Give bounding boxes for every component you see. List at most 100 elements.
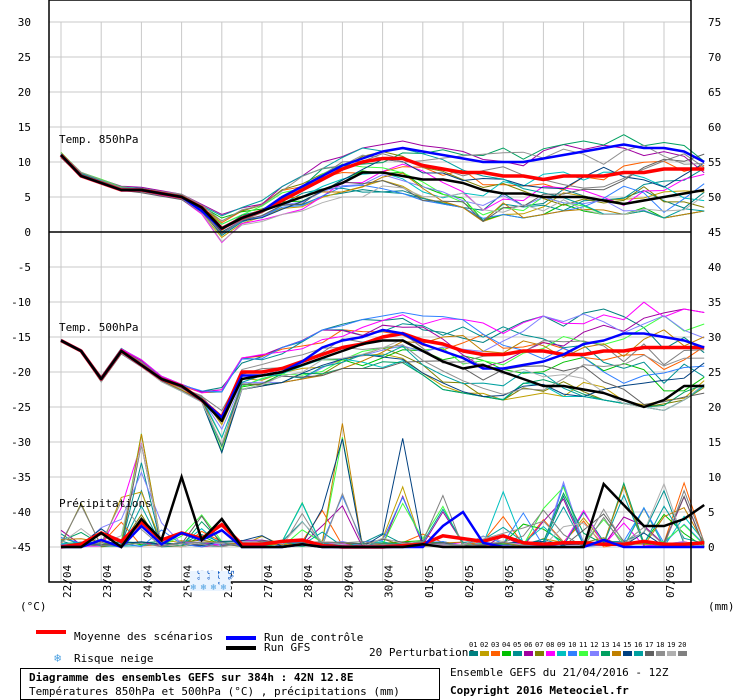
legend-gfs-label: Run GFS: [264, 641, 310, 654]
perturbation-number: 09: [557, 641, 565, 649]
y-tick-label-right: 20: [708, 401, 721, 414]
chart-subtitle: Températures 850hPa et 500hPa (°C) , pré…: [29, 685, 400, 698]
perturbation-number: 07: [535, 641, 543, 649]
x-tick-label: 22/04: [61, 565, 74, 598]
x-tick-label: 29/04: [342, 565, 355, 598]
perturbation-swatch: [623, 651, 632, 656]
y-tick-label-left: -25: [11, 401, 31, 414]
y-tick-label-right: 55: [708, 156, 721, 169]
x-tick-label: 28/04: [302, 565, 315, 598]
y-tick-label-right: 25: [708, 366, 721, 379]
snowflake-icon: ❄: [191, 583, 197, 593]
legend-control-label: Run de contrôle: [264, 631, 363, 644]
chart-title: Diagramme des ensembles GEFS sur 384h : …: [29, 671, 354, 684]
perturbation-number: 06: [524, 641, 532, 649]
perturbation-swatch: [634, 651, 643, 656]
y-tick-label-left: 30: [18, 16, 31, 29]
y-tick-label-left: -30: [11, 436, 31, 449]
snow-risk-box: [209, 571, 221, 591]
panel-label-500: Temp. 500hPa: [59, 321, 138, 334]
y-tick-label-left: -10: [11, 296, 31, 309]
x-tick-label: 07/05: [664, 565, 677, 598]
y-tick-label-left: -35: [11, 471, 31, 484]
x-tick-label: 01/05: [423, 565, 436, 598]
y-tick-label-left: 25: [18, 51, 31, 64]
x-tick-label: 27/04: [262, 565, 275, 598]
x-tick-label: 24/04: [141, 565, 154, 598]
perturbation-number: 01: [469, 641, 477, 649]
snow-risk-box: [219, 571, 231, 591]
legend: Moyenne des scénarios Run de contrôle Ru…: [36, 630, 687, 665]
y-tick-label-right: 50: [708, 191, 721, 204]
perturbation-swatch: [513, 651, 522, 656]
y-tick-label-left: 0: [24, 226, 31, 239]
perturbation-number: 05: [513, 641, 521, 649]
y-tick-label-left: -5: [18, 261, 31, 274]
perturbation-number: 13: [601, 641, 609, 649]
series-line-gfs: [60, 339, 705, 423]
perturbation-swatch: [656, 651, 665, 656]
snow-risk-box: [199, 571, 211, 591]
y-tick-label-right: 10: [708, 471, 721, 484]
x-tick-label: 06/05: [624, 565, 637, 598]
perturbation-number: 18: [656, 641, 664, 649]
snow-risk-markers: 5%❄5%❄15%❄5%❄: [189, 570, 235, 593]
y-tick-label-left: -15: [11, 331, 31, 344]
panel-label-850: Temp. 850hPa: [59, 133, 138, 146]
main-series-lines: [59, 143, 705, 549]
perturbation-swatch: [491, 651, 500, 656]
x-tick-label: 03/05: [503, 565, 516, 598]
perturbations-label: 20 Perturbations: [369, 646, 475, 659]
x-tick-label: 05/05: [584, 565, 597, 598]
perturbation-swatch: [524, 651, 533, 656]
run-info: Ensemble GEFS du 21/04/2016 - 12Z: [450, 666, 669, 679]
perturbation-swatch: [590, 651, 599, 656]
left-unit-label: (°C): [20, 600, 47, 613]
series-line-gfs: [60, 154, 705, 230]
x-tick-label: 02/05: [463, 565, 476, 598]
y-tick-label-right: 30: [708, 331, 721, 344]
chart-axes: [48, 0, 692, 583]
perturbation-number: 16: [634, 641, 642, 649]
perturbation-swatch: [601, 651, 610, 656]
snow-risk-box: [189, 571, 201, 591]
perturbation-swatch: [612, 651, 621, 656]
perturbation-swatch: [502, 651, 511, 656]
x-tick-label: 23/04: [101, 565, 114, 598]
title-box: Diagramme des ensembles GEFS sur 384h : …: [20, 668, 440, 700]
y-tick-label-right: 35: [708, 296, 721, 309]
perturbation-number: 12: [590, 641, 598, 649]
copyright: Copyright 2016 Meteociel.fr: [450, 684, 629, 697]
right-unit-label: (mm): [708, 600, 735, 613]
snowflake-icon: ❄: [221, 583, 227, 593]
perturbation-swatch: [568, 651, 577, 656]
y-tick-label-right: 45: [708, 226, 721, 239]
perturbation-number: 03: [491, 641, 499, 649]
y-tick-label-right: 15: [708, 436, 721, 449]
perturbation-line: [60, 301, 705, 394]
x-tick-label: 04/05: [543, 565, 556, 598]
y-tick-label-left: 15: [18, 121, 31, 134]
perturbation-line: [60, 140, 705, 216]
perturbation-line: [60, 153, 705, 235]
perturbation-number: 08: [546, 641, 554, 649]
perturbation-number: 02: [480, 641, 488, 649]
perturbation-number: 11: [579, 641, 587, 649]
snowflake-icon: ❄: [211, 583, 217, 593]
perturbation-swatch: [678, 651, 687, 656]
y-tick-label-right: 75: [708, 16, 721, 29]
y-tick-label-left: -40: [11, 506, 31, 519]
perturbation-number: 20: [678, 641, 686, 649]
perturbation-swatch: [546, 651, 555, 656]
chart-grid: [49, 21, 691, 582]
plot-frame: [48, 0, 692, 583]
perturbation-swatch: [579, 651, 588, 656]
y-tick-label-right: 5: [708, 506, 715, 519]
perturbation-swatch: [645, 651, 654, 656]
y-tick-label-left: -20: [11, 366, 31, 379]
y-tick-label-left: 10: [18, 156, 31, 169]
legend-mean-label: Moyenne des scénarios: [74, 630, 213, 643]
perturbation-number: 15: [623, 641, 631, 649]
y-tick-label-left: 20: [18, 86, 31, 99]
